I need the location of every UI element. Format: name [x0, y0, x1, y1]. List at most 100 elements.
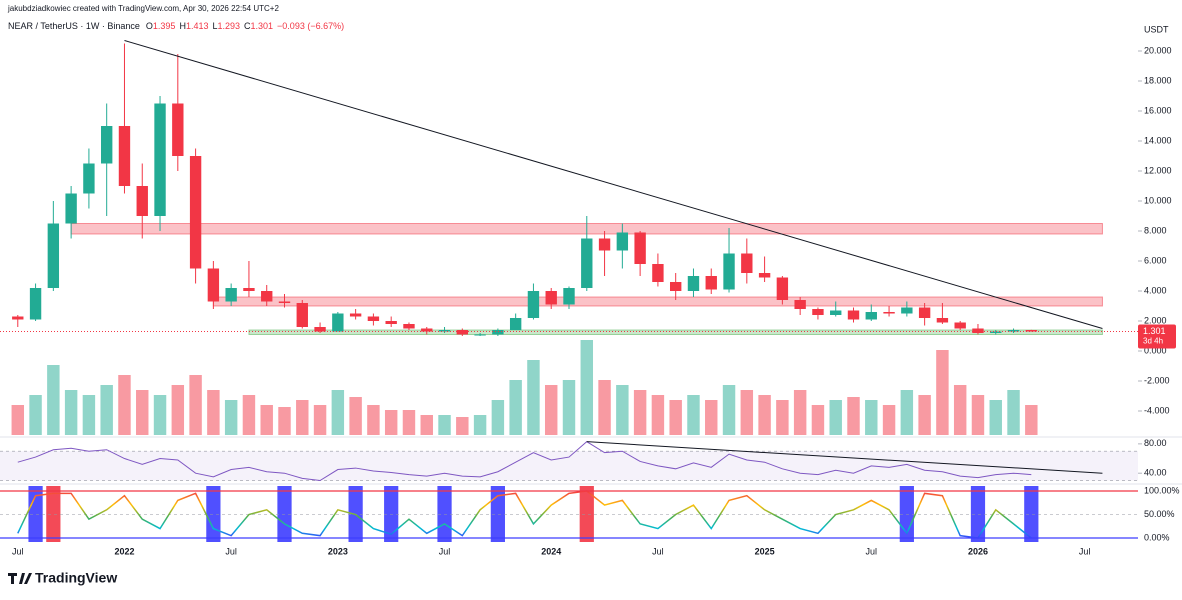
candle-body	[509, 318, 522, 330]
zone	[248, 329, 1103, 335]
volume-bar	[296, 400, 309, 435]
volume-bar	[331, 390, 345, 435]
volume-bar	[189, 375, 202, 435]
candle-body	[847, 310, 860, 320]
signal-bar	[28, 486, 43, 542]
candle-body	[172, 103, 184, 156]
y-tick-label: 18.000	[1144, 75, 1172, 85]
symbol-title: NEAR / TetherUS · 1W · Binance	[8, 21, 140, 31]
candle-body	[936, 318, 949, 323]
candle-body	[154, 103, 166, 216]
candle-body	[349, 313, 362, 317]
volume-bar	[1007, 390, 1020, 435]
candle-body	[1007, 330, 1020, 332]
brand-name: TradingView	[35, 570, 117, 586]
candle-body	[278, 301, 291, 303]
candle-body	[865, 312, 877, 320]
y-tick-label: 20.000	[1144, 45, 1172, 55]
volume-bar	[616, 385, 629, 435]
volume-bar	[829, 400, 842, 435]
brand-logo	[8, 573, 32, 584]
y-tick-label: 0.00%	[1144, 532, 1170, 542]
volume-bar	[384, 410, 398, 435]
volume-bar	[740, 390, 754, 435]
y-tick-label: 8.000	[1144, 225, 1167, 235]
volume-bar	[100, 385, 113, 435]
candle-body	[634, 232, 646, 264]
volume-bar	[438, 415, 451, 435]
candle-body	[794, 300, 806, 309]
volume-bar	[278, 407, 291, 435]
volume-bar	[865, 400, 878, 435]
candle-body	[741, 253, 753, 273]
x-tick-label: Jul	[439, 546, 451, 556]
y-tick-label: 16.000	[1144, 105, 1172, 115]
y-tick-label: 0.000	[1144, 345, 1167, 355]
volume-bar	[491, 400, 505, 435]
candle-body	[456, 330, 469, 335]
candle-body	[47, 223, 60, 288]
candle-body	[527, 291, 540, 318]
volume-bar	[509, 380, 522, 435]
volume-bar	[260, 405, 273, 435]
x-tick-label: 2025	[755, 546, 775, 556]
candle-body	[403, 324, 415, 329]
ohlc-value: 1.301	[251, 21, 274, 31]
x-tick-label: 2026	[968, 546, 988, 556]
volume-bar	[793, 390, 807, 435]
volume-bar	[153, 395, 167, 435]
volume-bar	[118, 375, 131, 435]
ohlc-key: O	[146, 21, 153, 31]
volume-bar	[136, 390, 149, 435]
last-price-box	[1138, 324, 1176, 349]
volume-bar	[47, 365, 60, 435]
volume-bar	[456, 417, 469, 435]
candle-body	[669, 282, 682, 291]
y-tick-label: 4.000	[1144, 285, 1167, 295]
candle-body	[598, 238, 611, 251]
candle-body	[830, 310, 842, 315]
symbol-line: NEAR / TetherUS · 1W · Binance O1.395 H1.4…	[8, 21, 344, 31]
x-tick-label: Jul	[866, 546, 878, 556]
candle-body	[492, 330, 504, 335]
ohlc-key: H	[179, 21, 186, 31]
signal-bar	[1024, 486, 1039, 542]
ohlc-value: 1.413	[186, 21, 209, 31]
volume-bar	[633, 390, 647, 435]
x-tick-label: Jul	[1079, 546, 1091, 556]
volume-bar	[989, 400, 1002, 435]
candle-body	[243, 288, 255, 291]
candle-body	[581, 238, 593, 288]
volume-bar	[171, 385, 185, 435]
candle-body	[385, 321, 397, 324]
volume-bar	[64, 390, 78, 435]
signal-bar	[490, 486, 505, 542]
volume-bar	[224, 400, 238, 435]
volume-bar	[882, 405, 896, 435]
candle-body	[438, 330, 451, 332]
candle-body	[421, 328, 433, 332]
volume-bar	[936, 350, 949, 435]
y-tick-label: -2.000	[1144, 375, 1170, 385]
candle-body	[100, 126, 113, 164]
volume-bar	[29, 395, 42, 435]
volume-bar	[562, 380, 576, 435]
y-tick-label: 6.000	[1144, 255, 1167, 265]
volume-bar	[473, 415, 487, 435]
rsi-line	[17, 441, 1032, 482]
volume-bar	[580, 340, 594, 435]
candle-body	[545, 291, 557, 305]
candle-body	[296, 303, 308, 327]
candle-body	[972, 328, 984, 333]
candle-body	[65, 193, 77, 224]
volume-bar	[207, 390, 220, 435]
candle-body	[723, 253, 735, 290]
volume-bar	[544, 385, 558, 435]
y-tick-label: 14.000	[1144, 135, 1172, 145]
candle-body	[207, 268, 220, 302]
candle-body	[29, 288, 42, 320]
x-tick-label: Jul	[652, 546, 664, 556]
volume-bar	[1025, 405, 1038, 435]
candle-body	[954, 322, 966, 329]
